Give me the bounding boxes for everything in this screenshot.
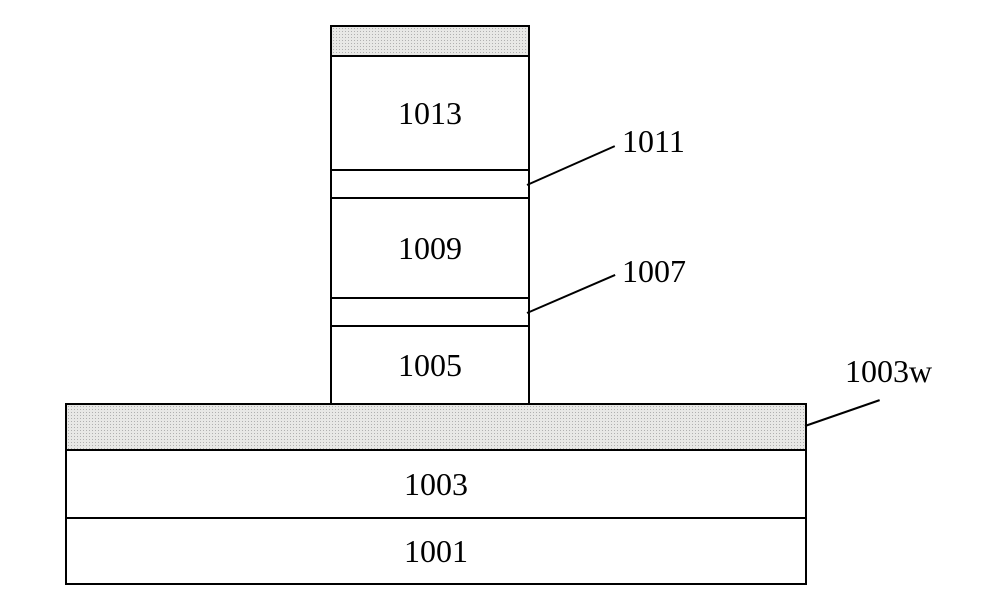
callout-line-c1011 xyxy=(527,145,616,186)
layer-l1013top xyxy=(330,25,530,57)
layer-label-l1005: 1005 xyxy=(398,347,462,384)
layer-label-l1013: 1013 xyxy=(398,95,462,132)
layer-l1013: 1013 xyxy=(330,55,530,171)
callout-label-c1011: 1011 xyxy=(622,123,685,160)
layer-l1001: 1001 xyxy=(65,517,807,585)
layer-l1005: 1005 xyxy=(330,325,530,405)
layer-l1007 xyxy=(330,297,530,327)
layer-label-l1003: 1003 xyxy=(404,466,468,503)
layer-label-l1009: 1009 xyxy=(398,230,462,267)
callout-label-c1007: 1007 xyxy=(622,253,686,290)
callout-label-c1003w: 1003w xyxy=(845,353,932,390)
callout-line-c1003w xyxy=(805,399,881,427)
callout-line-c1007 xyxy=(527,274,616,314)
layer-l1009: 1009 xyxy=(330,197,530,299)
layer-l1003: 1003 xyxy=(65,449,807,519)
layer-label-l1001: 1001 xyxy=(404,533,468,570)
layer-l1003w xyxy=(65,403,807,451)
diagram-container: 1001 1003 1005 1009 1013 1011 1007 1003w xyxy=(50,25,950,585)
layer-l1011 xyxy=(330,169,530,199)
